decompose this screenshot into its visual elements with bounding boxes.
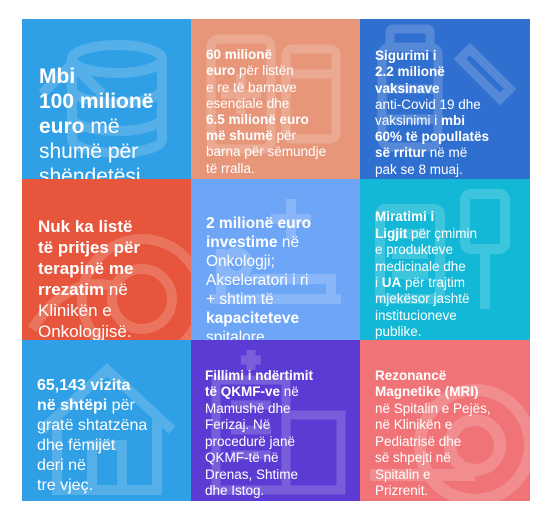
bold-text: 65,143 vizita në shtëpi xyxy=(37,377,131,414)
bold-text: 60 milionë euro xyxy=(206,47,273,79)
regular-text: për trajtim mjekësor jashtë institucione… xyxy=(375,275,470,340)
tile-text: Mbi 100 milionë euro më shumë për shënde… xyxy=(22,19,191,179)
bold-text: UA xyxy=(381,275,402,291)
tile-text: 60 milionë euro për listën e re të barna… xyxy=(191,19,360,177)
tile-qkmf-construction: Fillimi i ndërtimit të QKMF-ve në Mamush… xyxy=(191,340,360,501)
regular-text: në Mamushë dhe Ferizaj. Në procedurë jan… xyxy=(205,384,299,498)
tile-text: Fillimi i ndërtimit të QKMF-ve në Mamush… xyxy=(191,340,360,500)
tile-mri: Rezonancë Magnetike (MRI) në Spitalin e … xyxy=(360,340,530,501)
regular-text: në Onkologji; Akseleratori i ri + shtim … xyxy=(206,234,309,308)
regular-text: më shumë për shëndetësi. xyxy=(39,115,147,179)
bold-text: 6.5 milionë euro më shumë xyxy=(206,112,309,144)
bold-text: Rezonancë Magnetike (MRI) xyxy=(375,367,479,400)
tile-text: Rezonancë Magnetike (MRI) në Spitalin e … xyxy=(360,340,530,500)
tile-health-budget: Mbi 100 milionë euro më shumë për shënde… xyxy=(22,19,191,179)
tile-vaccines: Sigurimi i 2.2 milionë vaksinave anti-Co… xyxy=(360,19,530,179)
tile-text: Sigurimi i 2.2 milionë vaksinave anti-Co… xyxy=(360,19,530,178)
bold-text: kapaciteteve xyxy=(206,310,300,327)
bold-text: 2 milionë euro investime xyxy=(206,215,312,251)
regular-text: për gratë shtatzëna dhe fëmijët deri në … xyxy=(37,397,148,494)
regular-text: në Klinikën e Onkologjisë. xyxy=(38,280,132,340)
tile-oncology: 2 milionë euro investime në Onkologji; A… xyxy=(191,179,360,340)
tile-text: Nuk ka listë të pritjes për terapinë me … xyxy=(22,179,191,340)
regular-text: në Spitalin e Pejës, në Klinikën e Pedia… xyxy=(375,400,491,498)
regular-text: për barna për sëmundje të rralla. xyxy=(206,128,327,176)
regular-text: në më pak se 8 muaj. xyxy=(375,145,468,177)
tile-text: Miratimi i Ligjit për çmimin e produktev… xyxy=(360,179,530,340)
bold-text: Nuk ka listë të pritjes për terapinë me … xyxy=(38,217,141,299)
tile-text: 2 milionë euro investime në Onkologji; A… xyxy=(191,179,360,340)
bold-text: Miratimi i Ligjit xyxy=(375,209,435,241)
tile-text: 65,143 vizita në shtëpi për gratë shtatz… xyxy=(22,340,191,496)
regular-text: për listën e re të barnave esenciale dhe xyxy=(206,63,297,111)
tile-home-visits: 65,143 vizita në shtëpi për gratë shtatz… xyxy=(22,340,191,501)
bold-text: mbi 60% të popullatës së rritur xyxy=(375,113,490,161)
bold-text: Sigurimi i 2.2 milionë vaksinave xyxy=(375,48,445,96)
regular-text: spitalore. xyxy=(206,329,269,340)
regular-text: anti-Covid 19 dhe vaksinimi i xyxy=(375,96,481,129)
tile-law-approval: Miratimi i Ligjit për çmimin e produktev… xyxy=(360,179,530,340)
regular-text: për çmimin e produkteve medicinale dhe i xyxy=(375,225,478,291)
tile-radiotherapy: Nuk ka listë të pritjes për terapinë me … xyxy=(22,179,191,340)
infographic-grid: Mbi 100 milionë euro më shumë për shënde… xyxy=(22,19,530,501)
bold-text: Mbi 100 milionë euro xyxy=(39,65,154,138)
tile-essential-drugs: 60 milionë euro për listën e re të barna… xyxy=(191,19,360,179)
bold-text: Fillimi i ndërtimit të QKMF-ve xyxy=(205,367,314,400)
